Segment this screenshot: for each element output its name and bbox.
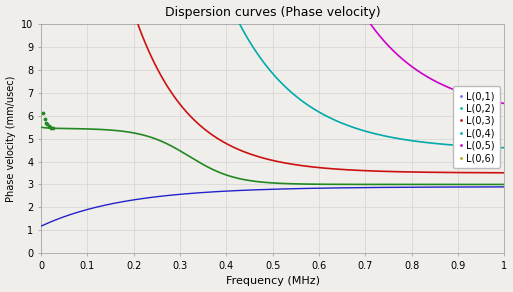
Point xyxy=(47,125,55,130)
Title: Dispersion curves (Phase velocity): Dispersion curves (Phase velocity) xyxy=(165,6,381,19)
Point xyxy=(42,120,50,125)
Point xyxy=(45,124,53,128)
Point xyxy=(39,111,47,116)
Point xyxy=(43,122,51,127)
Y-axis label: Phase velocity (mm/usec): Phase velocity (mm/usec) xyxy=(6,75,15,202)
Point xyxy=(46,125,54,129)
Point xyxy=(49,126,57,131)
X-axis label: Frequency (MHz): Frequency (MHz) xyxy=(226,277,320,286)
Legend: L(0,1), L(0,2), L(0,3), L(0,4), L(0,5), L(0,6): L(0,1), L(0,2), L(0,3), L(0,4), L(0,5), … xyxy=(453,86,500,168)
Point xyxy=(41,117,49,121)
